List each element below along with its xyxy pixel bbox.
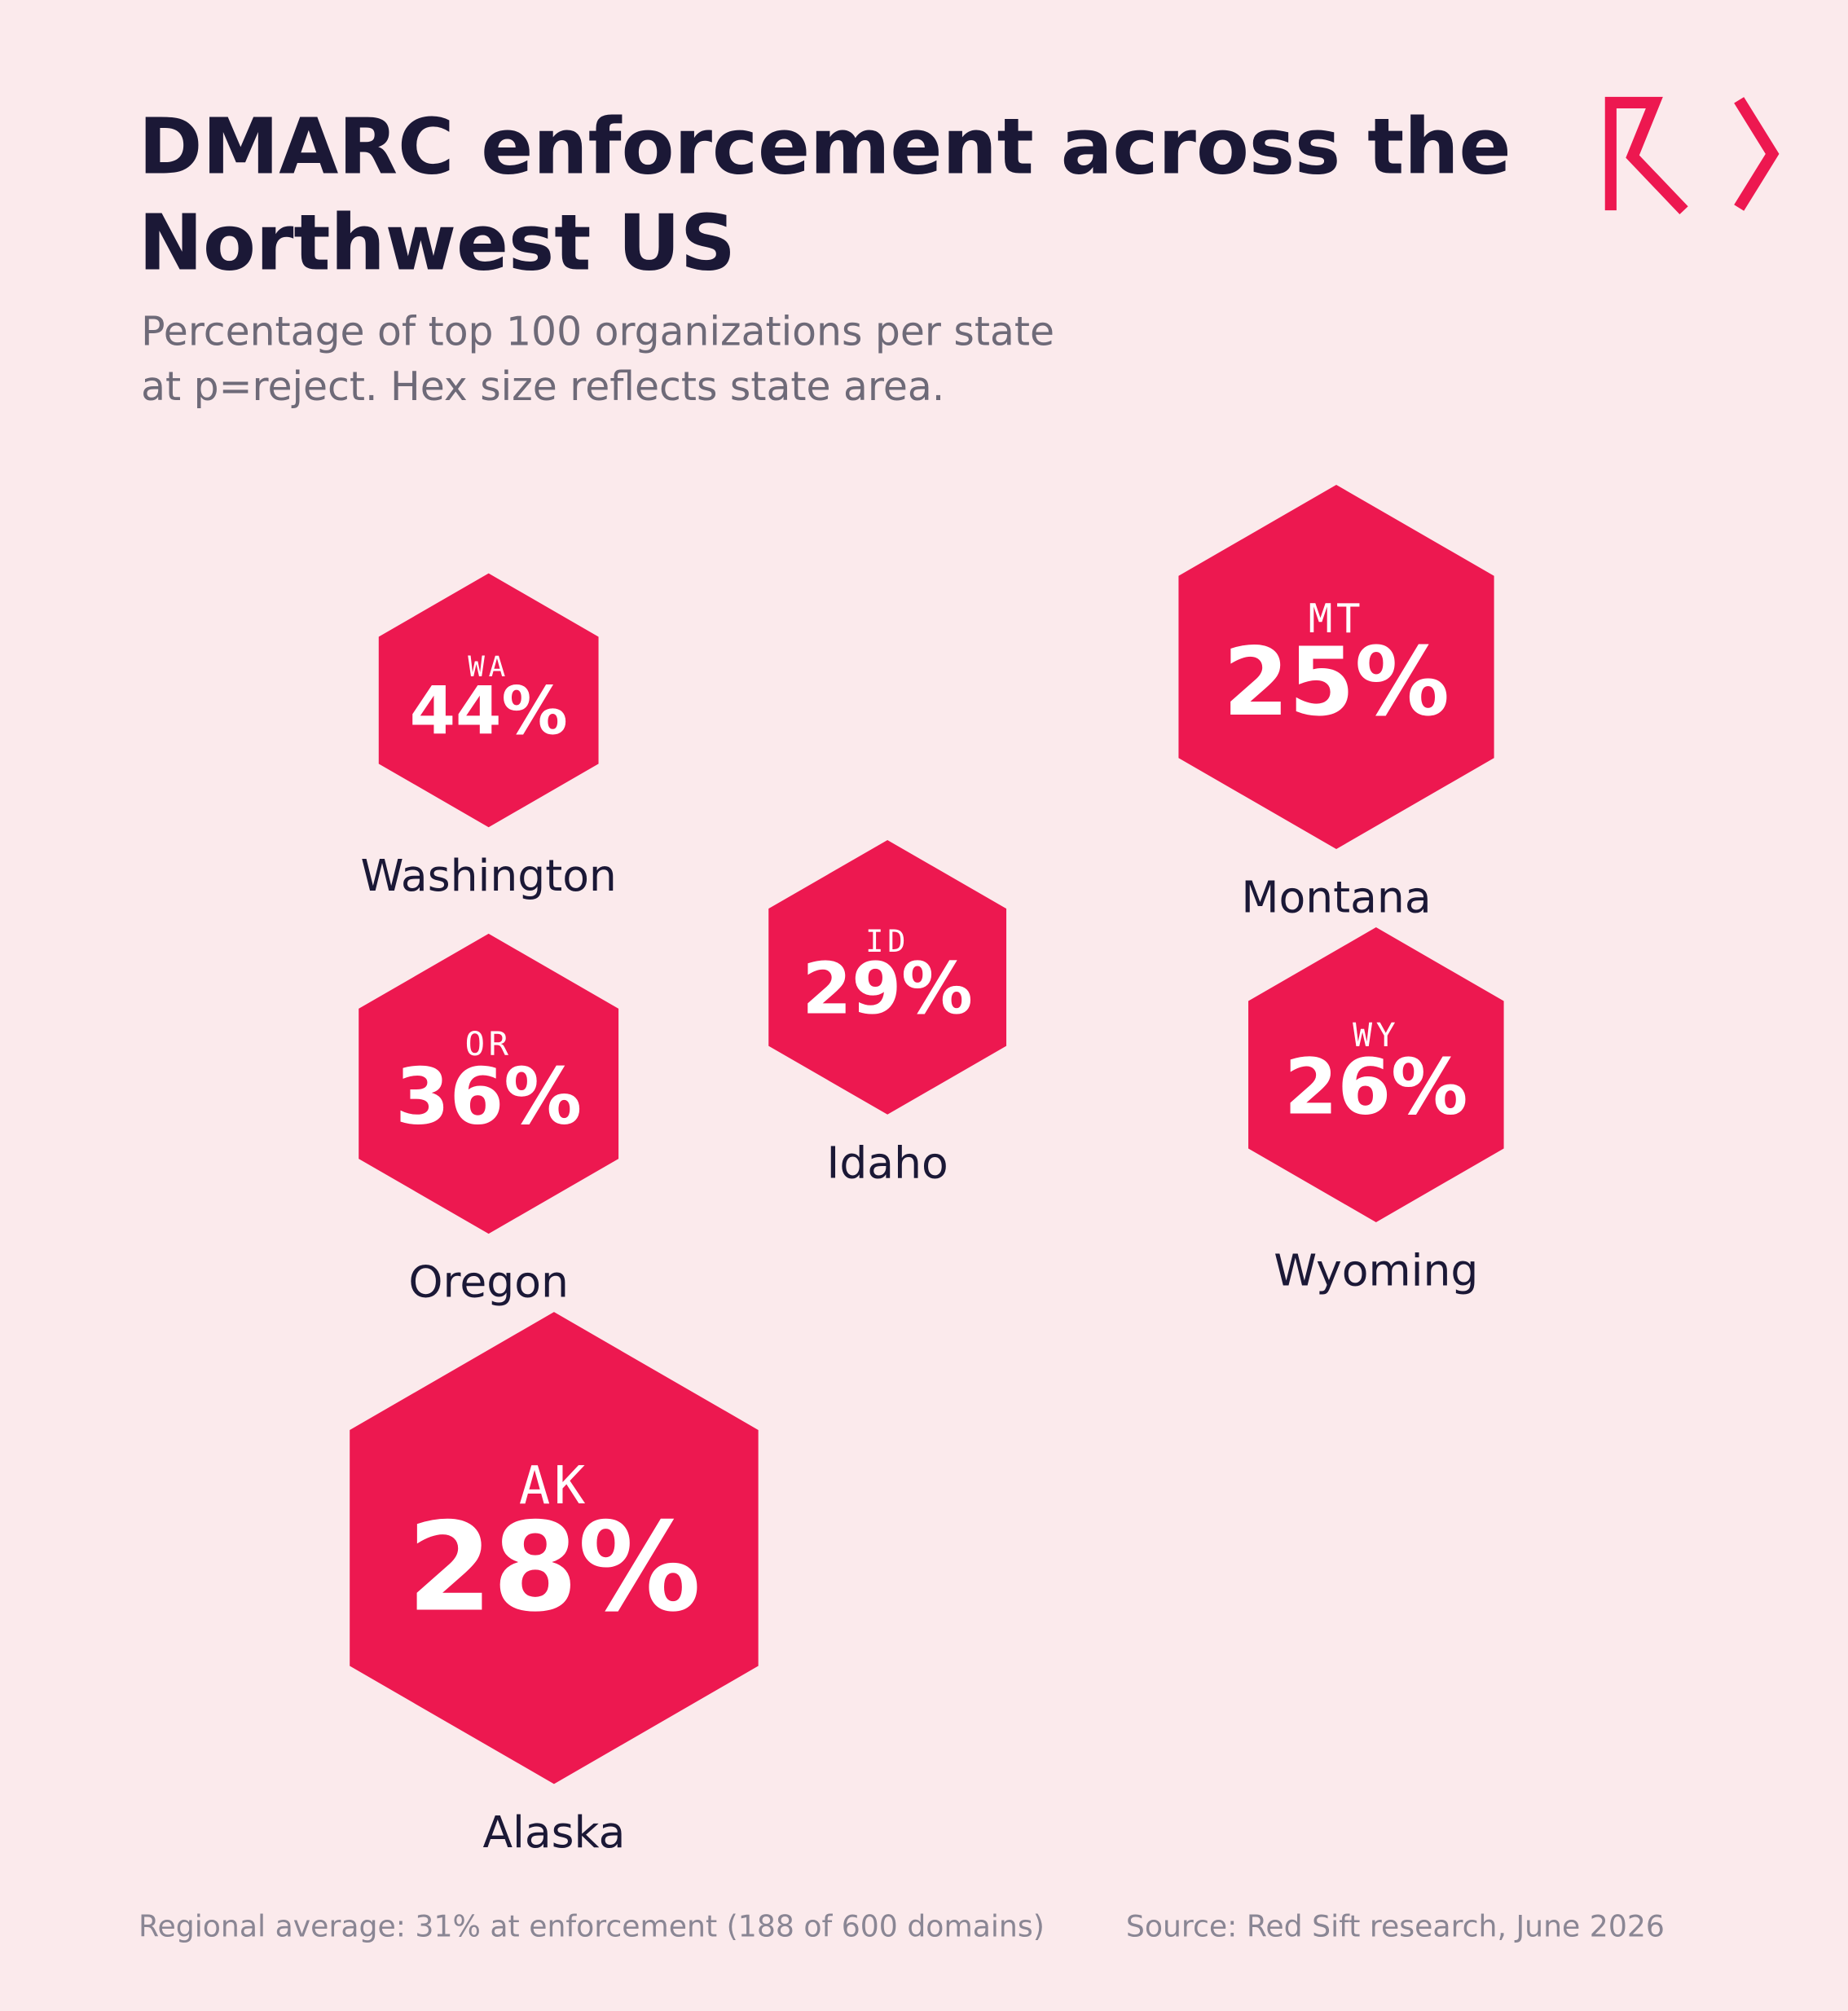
state-hex (350, 1312, 759, 1784)
value-label: 29% (802, 948, 972, 1031)
value-label: 26% (1284, 1044, 1467, 1133)
state-name: Montana (1241, 872, 1431, 923)
state-name: Washington (360, 850, 616, 901)
state-code: WA (468, 651, 509, 684)
value-label: 28% (407, 1496, 702, 1639)
state-name: Oregon (408, 1256, 568, 1308)
state-code: OR (465, 1024, 513, 1063)
logo-chevron (1734, 97, 1780, 211)
chart-subtitle: Percentage of top 100 organizations per … (141, 308, 1054, 354)
source: Source: Red Sift research, June 2026 (1126, 1909, 1665, 1944)
footnote: Regional average: 31% at enforcement (18… (139, 1909, 1045, 1944)
state-hex (1248, 926, 1504, 1222)
chart-title: DMARC enforcement across the (139, 103, 1511, 192)
state-code: WY (1353, 1017, 1399, 1054)
chart-title: Northwest US (139, 199, 736, 288)
logo-r (1604, 96, 1688, 215)
chart-subtitle: at p=reject. Hex size reflects state are… (141, 363, 944, 410)
state-name: Idaho (827, 1137, 948, 1188)
value-label: 44% (410, 674, 568, 750)
logo (1604, 96, 1780, 215)
state-name: Alaska (482, 1806, 625, 1858)
state-hex (1178, 484, 1494, 849)
value-label: 36% (395, 1050, 582, 1142)
value-label: 25% (1223, 627, 1450, 737)
state-code: AK (519, 1456, 589, 1516)
state-code: MT (1309, 595, 1365, 642)
state-hex (768, 839, 1007, 1115)
state-hex (359, 933, 619, 1234)
state-name: Wyoming (1274, 1245, 1478, 1296)
state-code: ID (865, 924, 909, 959)
state-hex (378, 573, 599, 828)
